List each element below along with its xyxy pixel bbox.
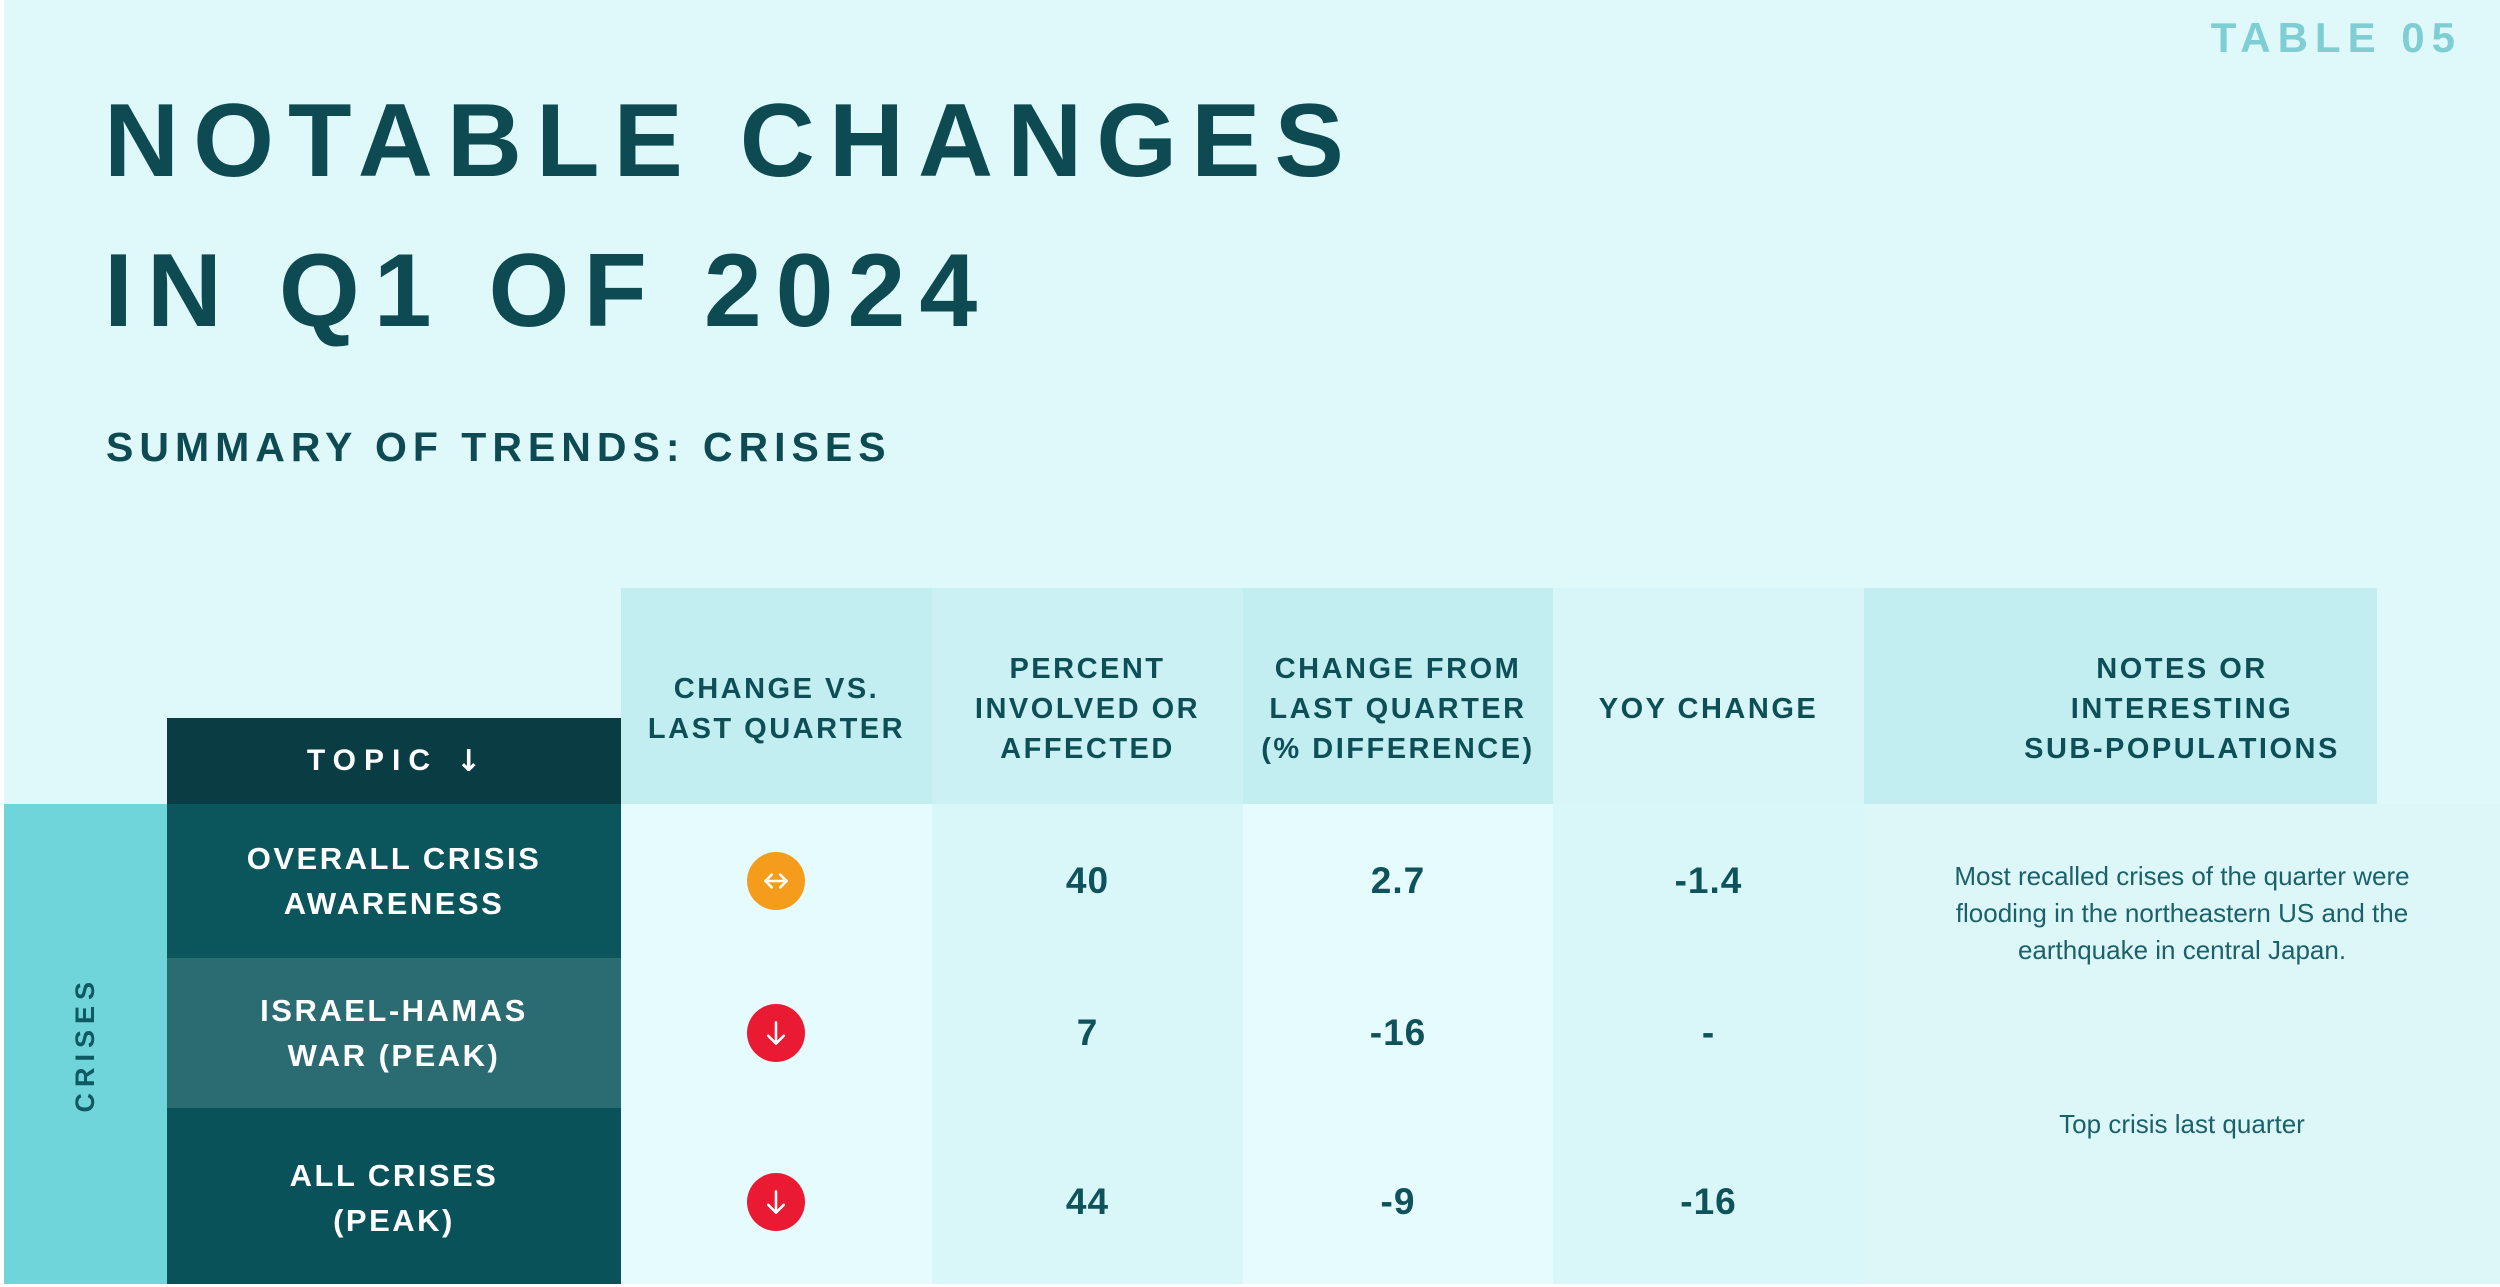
- column-header-line: INVOLVED OR: [974, 693, 1201, 725]
- page-title: NOTABLE CHANGES IN Q1 OF 2024: [104, 66, 1358, 366]
- column-header-line: INTERESTING: [2070, 693, 2294, 725]
- cell-percent-row2: 7: [1076, 1012, 1099, 1053]
- table-number-label: TABLE 05: [2210, 14, 2462, 61]
- column-header-notes: NOTES OR INTERESTING SUB-POPULATIONS: [1864, 588, 2500, 804]
- cell-yoy-row1: -1.4: [1674, 860, 1743, 901]
- column-header-line: YOY CHANGE: [1598, 693, 1819, 725]
- topic-header-label: TOPIC: [306, 744, 438, 777]
- sort-down-arrow-icon: ↓: [456, 743, 482, 779]
- topic-line: AWARENESS: [283, 886, 505, 921]
- down-arrow-icon: [747, 1004, 805, 1062]
- table-header-band: [621, 588, 2377, 804]
- cell-percent-row3: 44: [1065, 1181, 1110, 1222]
- cell-yoy-row2: -: [1701, 1012, 1716, 1053]
- column-header-percent-involved: PERCENT INVOLVED OR AFFECTED: [932, 588, 1243, 804]
- column-header-yoy-change: YOY CHANGE: [1553, 588, 1864, 804]
- left-edge-margin: [0, 0, 4, 1287]
- note-overall-crisis-awareness: Most recalled crises of the quarter were…: [1864, 858, 2500, 969]
- down-arrow-icon: [747, 1173, 805, 1231]
- cell-yoy-row3: -16: [1680, 1181, 1737, 1222]
- column-header-line: CHANGE FROM: [1274, 653, 1522, 685]
- column-header-line: SUB-POPULATIONS: [2024, 733, 2340, 765]
- note-top-crisis-last-quarter: Top crisis last quarter: [2059, 1109, 2305, 1139]
- bottom-edge-margin: [0, 1284, 2500, 1287]
- column-header-change-vs-last-quarter: CHANGE VS. LAST QUARTER: [621, 588, 932, 804]
- cell-percent-row1: 40: [1065, 860, 1110, 901]
- row-group-label: CRISES: [70, 975, 100, 1113]
- cell-change-from-row1: 2.7: [1370, 860, 1426, 901]
- note-line: flooding in the northeastern US and the: [1955, 898, 2409, 928]
- note-line: Most recalled crises of the quarter were: [1954, 861, 2410, 891]
- topic-line: OVERALL CRISIS: [246, 841, 542, 876]
- column-stripe-notes: [1864, 804, 2500, 1287]
- column-header-line: CHANGE VS.: [673, 673, 880, 705]
- table-row-topic-israel-hamas-war: ISRAEL-HAMAS WAR (PEAK): [167, 958, 621, 1108]
- table-row-topic-overall-crisis-awareness: OVERALL CRISIS AWARENESS: [167, 804, 621, 958]
- note-line: earthquake in central Japan.: [2017, 935, 2347, 965]
- row-group-sidebar-crises: CRISES: [4, 804, 167, 1284]
- column-stripe-yoy: [1553, 804, 1864, 1287]
- column-header-line: NOTES OR: [2096, 653, 2268, 685]
- column-header-change-from-last-quarter: CHANGE FROM LAST QUARTER (% DIFFERENCE): [1243, 588, 1553, 804]
- table-row-topic-all-crises: ALL CRISES (PEAK): [167, 1108, 621, 1287]
- page-subtitle: SUMMARY OF TRENDS: CRISES: [106, 424, 892, 470]
- topic-line: ALL CRISES: [289, 1157, 499, 1193]
- topic-line: (PEAK): [333, 1202, 455, 1238]
- column-header-line: LAST QUARTER: [1269, 693, 1527, 725]
- column-header-line: PERCENT: [1009, 653, 1166, 685]
- column-stripe-change-from: [1243, 804, 1553, 1287]
- cell-change-from-row3: -9: [1380, 1181, 1416, 1222]
- cell-change-from-row2: -16: [1369, 1012, 1427, 1053]
- topic-line: WAR (PEAK): [287, 1038, 501, 1073]
- column-header-line: LAST QUARTER: [647, 713, 906, 745]
- left-right-arrow-icon: [747, 852, 805, 910]
- page-title-line1: NOTABLE CHANGES: [104, 83, 1358, 199]
- topic-line: ISRAEL-HAMAS: [260, 993, 528, 1028]
- column-stripe-percent: [932, 804, 1243, 1287]
- page-title-line2: IN Q1 OF 2024: [104, 233, 992, 349]
- header-band-percent-column: [932, 588, 1243, 804]
- column-header-line: (% DIFFERENCE): [1261, 733, 1535, 765]
- header-band-yoy-column: [1553, 588, 1864, 804]
- column-header-topic: TOPIC ↓: [167, 718, 621, 804]
- column-header-line: AFFECTED: [1000, 733, 1175, 765]
